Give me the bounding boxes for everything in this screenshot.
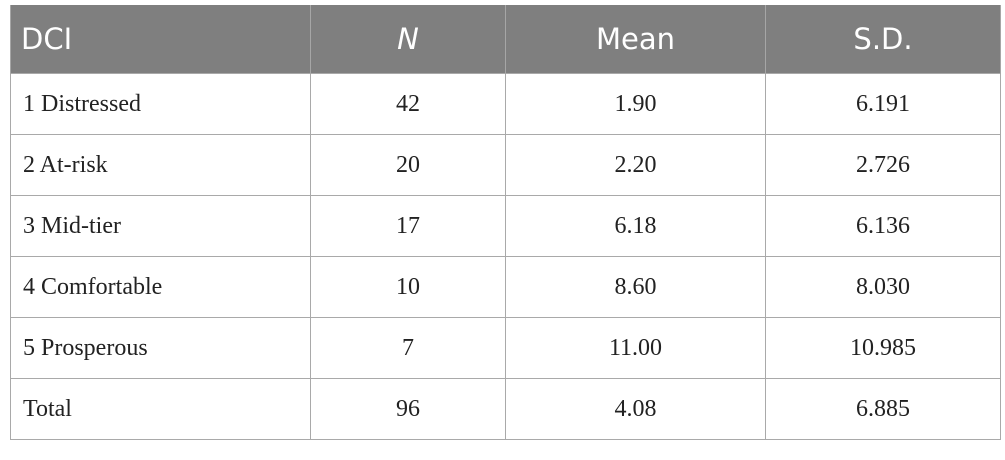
row-label: Total xyxy=(10,378,311,440)
cell: 96 xyxy=(310,378,506,440)
column-header: DCI xyxy=(10,5,311,74)
cell: 42 xyxy=(310,73,506,135)
cell: 6.191 xyxy=(765,73,1001,135)
cell: 17 xyxy=(310,195,506,257)
table-body: 1 Distressed 42 1.90 6.191 2 At-risk 20 2.20 2.… xyxy=(10,73,1001,440)
header-row: DCI N Mean S.D. xyxy=(10,5,1001,74)
cell: 6.18 xyxy=(505,195,766,257)
cell: 4.08 xyxy=(505,378,766,440)
column-header: N xyxy=(310,5,506,74)
cell: 8.030 xyxy=(765,256,1001,318)
row-label: 4 Comfortable xyxy=(10,256,311,318)
cell: 20 xyxy=(310,134,506,196)
table-header: DCI N Mean S.D. xyxy=(10,5,1001,74)
column-header: S.D. xyxy=(765,5,1001,74)
row-label: 3 Mid-tier xyxy=(10,195,311,257)
table-row: 5 Prosperous 7 11.00 10.985 xyxy=(10,317,1001,379)
cell: 11.00 xyxy=(505,317,766,379)
cell: 6.136 xyxy=(765,195,1001,257)
cell: 1.90 xyxy=(505,73,766,135)
row-label: 2 At-risk xyxy=(10,134,311,196)
table-row: 2 At-risk 20 2.20 2.726 xyxy=(10,134,1001,196)
table-row: Total 96 4.08 6.885 xyxy=(10,378,1001,440)
cell: 6.885 xyxy=(765,378,1001,440)
row-label: 1 Distressed xyxy=(10,73,311,135)
cell: 8.60 xyxy=(505,256,766,318)
table-row: 3 Mid-tier 17 6.18 6.136 xyxy=(10,195,1001,257)
cell: 2.726 xyxy=(765,134,1001,196)
column-header: Mean xyxy=(505,5,766,74)
cell: 10.985 xyxy=(765,317,1001,379)
table-row: 1 Distressed 42 1.90 6.191 xyxy=(10,73,1001,135)
row-label: 5 Prosperous xyxy=(10,317,311,379)
cell: 10 xyxy=(310,256,506,318)
cell: 7 xyxy=(310,317,506,379)
table-row: 4 Comfortable 10 8.60 8.030 xyxy=(10,256,1001,318)
data-table: DCI N Mean S.D. 1 Distressed 42 1.90 6.191 2 At… xyxy=(10,5,1001,440)
cell: 2.20 xyxy=(505,134,766,196)
